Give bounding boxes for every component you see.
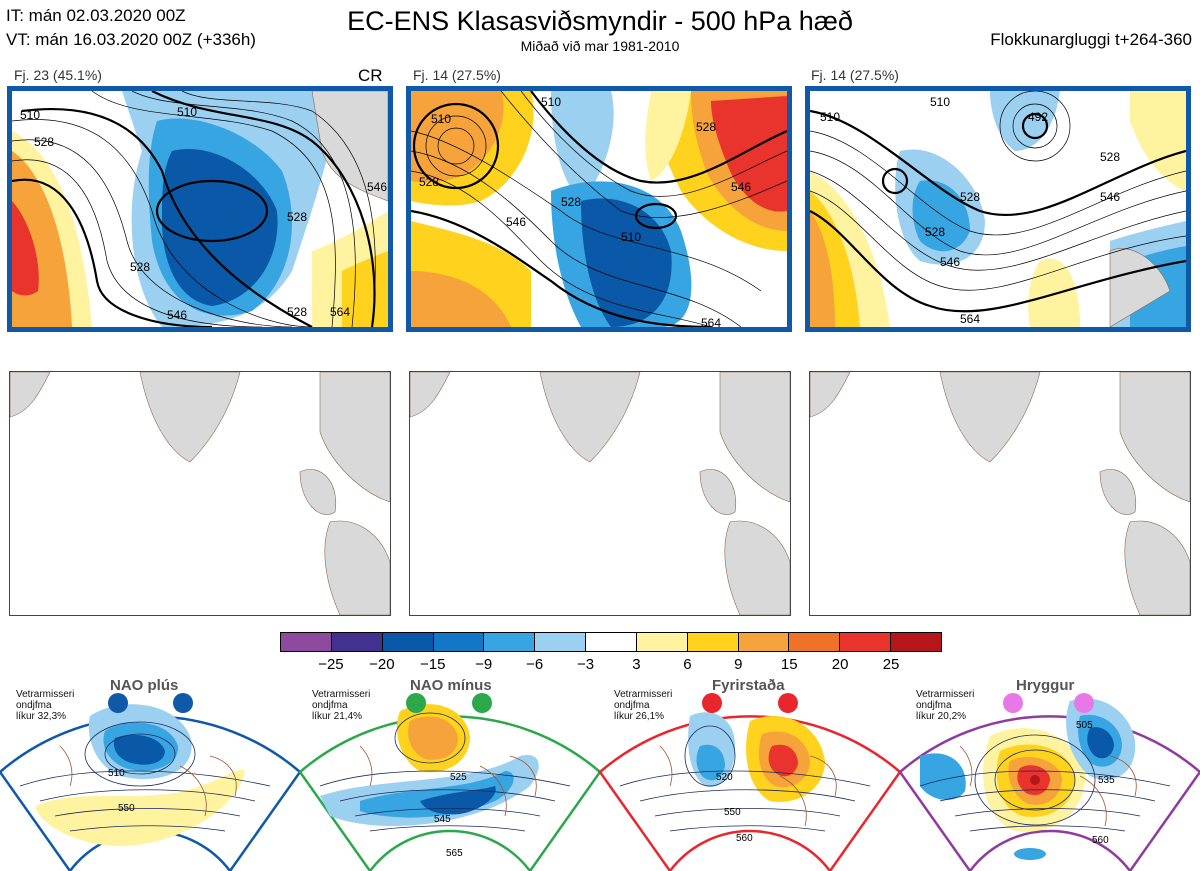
regime-2-name: NAO mínus — [410, 677, 492, 694]
cluster-1-contour-label: 528 — [130, 260, 150, 274]
cluster-1-contour-label: 564 — [330, 305, 350, 319]
cluster-1-contour-label: 528 — [287, 305, 307, 319]
regime-2-contour-label: 565 — [446, 848, 463, 859]
colorbar-swatch — [586, 633, 637, 651]
cluster-1-contour-label: 546 — [367, 180, 387, 194]
cluster-3-contour-label: 510 — [820, 110, 840, 124]
colorbar-swatch — [433, 633, 485, 651]
cluster-3-label: Fj. 14 (27.5%) — [811, 67, 899, 83]
regime-row: Vetrarmisseri ondjfma líkur 32,3% NAO pl… — [0, 676, 1200, 871]
cluster-2-contour-label: 510 — [541, 95, 561, 109]
colorbar-tick-label: −25 — [318, 656, 344, 673]
cluster-2-label: Fj. 14 (27.5%) — [413, 67, 501, 83]
colorbar-tick-label: 9 — [734, 656, 743, 673]
cluster-2-contour-label: 510 — [621, 230, 641, 244]
cluster-2-contour-label: 528 — [419, 175, 439, 189]
colorbar-tick-label: 20 — [831, 656, 849, 673]
cluster-3-contour-label: 528 — [1100, 150, 1120, 164]
colorbar-tick-label: −6 — [526, 656, 544, 673]
regime-1-contour-label: 510 — [108, 768, 125, 779]
regime-4-name: Hryggur — [1016, 677, 1075, 694]
colorbar-swatch — [891, 633, 941, 651]
cluster-3-contour-label: 528 — [925, 225, 945, 239]
colorbar-swatch — [789, 633, 841, 651]
cluster-1-contour-label: 546 — [167, 308, 187, 322]
cluster-3-contour-label: 492 — [1028, 110, 1048, 124]
cluster-map-2[interactable]: 510 528 546 528 510 528 546 564 510 — [406, 86, 792, 332]
regime-1-name: NAO plús — [110, 677, 179, 694]
colorbar-swatch — [535, 633, 587, 651]
regime-3-marker-dot — [702, 693, 722, 713]
regime-2-note: Vetrarmisseri ondjfma líkur 21,4% — [312, 689, 371, 722]
colorbar-tick-label: −3 — [576, 656, 595, 673]
regime-4-contour-label: 535 — [1098, 775, 1115, 786]
regime-2-marker-dot — [406, 693, 426, 713]
colorbar-swatch — [484, 633, 536, 651]
regime-1-note: Vetrarmisseri ondjfma líkur 32,3% — [16, 689, 75, 722]
colorbar-tick-label: 15 — [780, 656, 798, 673]
cluster-2-contour-label: 546 — [731, 180, 751, 194]
regime-2-contour-label: 545 — [434, 814, 451, 825]
colorbar-swatch — [636, 633, 688, 651]
empty-map-2 — [409, 371, 791, 616]
empty-map-3 — [809, 371, 1191, 616]
valid-time: VT: mán 16.03.2020 00Z (+336h) — [6, 30, 256, 49]
page-title: EC-ENS Klasasviðsmyndir - 500 hPa hæð — [347, 6, 853, 36]
colorbar-tick-label: −20 — [369, 656, 395, 673]
cluster-1-contour-label: 510 — [20, 108, 40, 122]
cluster-3-contour-label: 564 — [960, 312, 980, 326]
regime-3-contour-label: 550 — [724, 807, 741, 818]
cluster-3-contour-label: 546 — [1100, 190, 1120, 204]
cluster-3-contour-label: 510 — [930, 95, 950, 109]
cluster-2-contour-label: 546 — [506, 215, 526, 229]
regime-3-note: Vetrarmisseri ondjfma líkur 26,1% — [614, 689, 673, 722]
cluster-2-contour-label: 564 — [701, 316, 721, 327]
regime-4-marker-dot — [1074, 693, 1094, 713]
colorbar-swatch — [281, 633, 332, 651]
regime-1-marker-dot — [108, 693, 128, 713]
colorbar-swatch — [840, 633, 892, 651]
regime-4-note: Vetrarmisseri ondjfma líkur 20,2% — [916, 689, 975, 722]
regime-2-contour-label: 525 — [450, 772, 467, 783]
cluster-1-contour-label: 528 — [34, 135, 54, 149]
regime-2-marker-dot — [472, 693, 492, 713]
regime-3-marker-dot — [778, 693, 798, 713]
cluster-2-contour-label: 510 — [431, 112, 451, 126]
classification-window: Flokkunargluggi t+264-360 — [990, 30, 1192, 49]
run-times: IT: mán 02.03.2020 00Z VT: mán 16.03.202… — [6, 4, 256, 52]
colorbar-tick-label: 25 — [882, 656, 900, 673]
cluster-3-contour-label: 528 — [960, 190, 980, 204]
cluster-2-contour-label: 528 — [561, 195, 581, 209]
regime-4-contour-label: 560 — [1092, 835, 1109, 846]
colorbar-tick-label: −9 — [475, 656, 493, 673]
regime-1-contour-label: 550 — [118, 803, 135, 814]
cluster-map-1[interactable]: 528 510 546 528 510 528 546 564 528 — [7, 86, 393, 332]
colorbar-ticks: −25 −20 −15 −9 −6 −3 3 6 9 15 20 25 — [0, 656, 1200, 676]
colorbar-swatch — [738, 633, 790, 651]
cluster-1-label: Fj. 23 (45.1%) — [14, 67, 102, 83]
regime-4-contour-label: 505 — [1076, 720, 1093, 731]
regime-3-contour-label: 560 — [736, 833, 753, 844]
colorbar-swatch — [382, 633, 434, 651]
initial-time: IT: mán 02.03.2020 00Z — [6, 6, 186, 25]
colorbar-tick-label: 6 — [683, 656, 692, 673]
colorbar-tick-label: −15 — [420, 656, 446, 673]
cluster-1-contour-label: 510 — [177, 105, 197, 119]
colorbar-swatch — [331, 633, 383, 651]
colorbar-tick-label: 3 — [632, 656, 641, 673]
cluster-2-contour-label: 528 — [696, 120, 716, 134]
regime-1-marker-dot — [173, 693, 193, 713]
cluster-3-contour-label: 546 — [940, 255, 960, 269]
anomaly-colorbar — [280, 632, 942, 652]
regime-4-marker-dot — [1003, 693, 1023, 713]
regime-3-contour-label: 520 — [716, 772, 733, 783]
colorbar-swatch — [687, 633, 739, 651]
regime-3-name: Fyrirstaða — [712, 677, 785, 694]
cluster-1-tag: CR — [358, 66, 383, 85]
empty-map-1 — [9, 371, 391, 616]
cluster-map-3[interactable]: 492 510 528 546 528 546 564 510 528 — [805, 86, 1191, 332]
cluster-1-contour-label: 528 — [287, 210, 307, 224]
page-subtitle: Miðað við mar 1981-2010 — [520, 38, 680, 54]
